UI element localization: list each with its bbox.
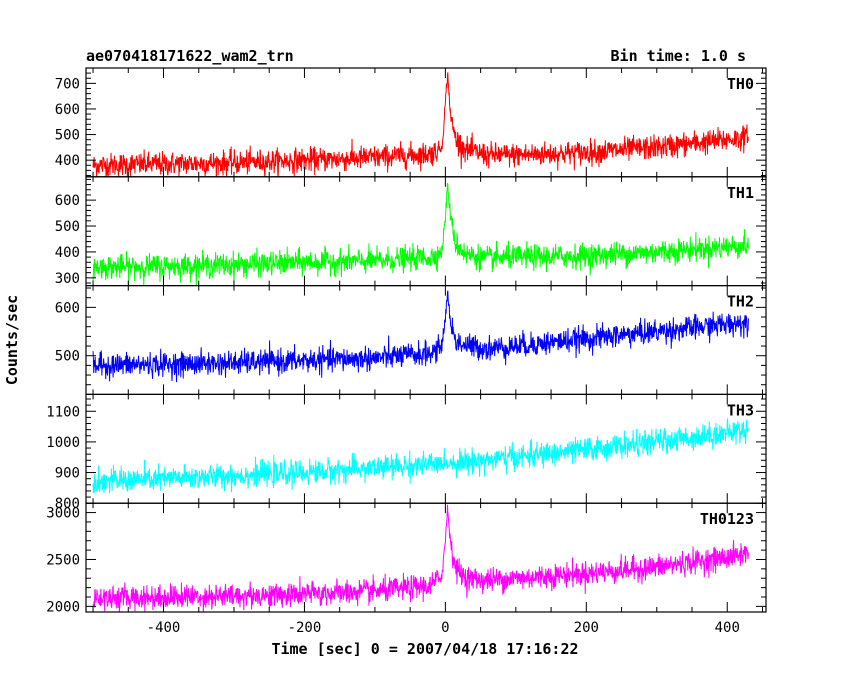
series-line-th1 (92, 183, 749, 286)
panel-label-th3: TH3 (727, 401, 754, 419)
series-line-th2 (92, 290, 749, 383)
panel-frame (85, 285, 767, 396)
y-tick-label: 700 (55, 76, 80, 92)
panels-group: TH0400500600700TH1300400500600TH2500600T… (46, 67, 767, 636)
panel-th0123: TH0123 2000 2500 3000 (46, 502, 767, 615)
chart-title: ae070418171622_wam2_trn (86, 47, 294, 65)
y-tick-label: 400 (55, 245, 80, 261)
y-tick-label: 600 (55, 193, 80, 209)
y-tick-label: 900 (55, 466, 80, 482)
y-tick-label: 600 (55, 102, 80, 118)
panel-th3: TH3 800 900 1000 1100 (46, 393, 767, 512)
x-tick-label: -200 (288, 620, 322, 636)
panel-th2: TH2 500 600 (55, 285, 767, 396)
y-tick-label: 2500 (46, 552, 80, 568)
y-tick-label: 500 (55, 128, 80, 144)
bin-time-label: Bin time: 1.0 s (611, 47, 746, 65)
y-tick-label: 500 (55, 219, 80, 235)
y-tick-label: 400 (55, 153, 80, 169)
x-axis-label: Time [sec] 0 = 2007/04/18 17:16:22 (271, 640, 578, 658)
y-tick-label: 800 (55, 496, 80, 512)
y-tick-label: 1000 (46, 435, 80, 451)
x-tick-label: 200 (574, 620, 599, 636)
y-axis-label: Counts/sec (3, 295, 21, 385)
y-tick-label: 1100 (46, 404, 80, 420)
panel-label-th1: TH1 (727, 184, 754, 202)
y-tick-label: 3000 (46, 506, 80, 522)
series-line-th3 (92, 418, 749, 494)
panel-label-th0123: TH0123 (700, 510, 754, 528)
y-tick-label: 2000 (46, 599, 80, 615)
panel-label-th2: TH2 (727, 293, 754, 311)
x-tick-label: -400 (147, 620, 181, 636)
x-tick-label: 400 (715, 620, 740, 636)
y-tick-label: 500 (55, 349, 80, 365)
series-line-th0123 (92, 504, 749, 613)
panel-th0: TH0 400 500 600 700 (55, 67, 767, 178)
x-tick-label: 0 (441, 620, 449, 636)
panel-th1: TH1 300 400 500 600 (55, 176, 767, 287)
panel-label-th0: TH0 (727, 75, 754, 93)
panel-frame (85, 502, 767, 613)
y-tick-label: 600 (55, 300, 80, 316)
panel-frame (85, 393, 767, 504)
y-tick-label: 300 (55, 271, 80, 287)
series-line-th0 (92, 72, 749, 177)
